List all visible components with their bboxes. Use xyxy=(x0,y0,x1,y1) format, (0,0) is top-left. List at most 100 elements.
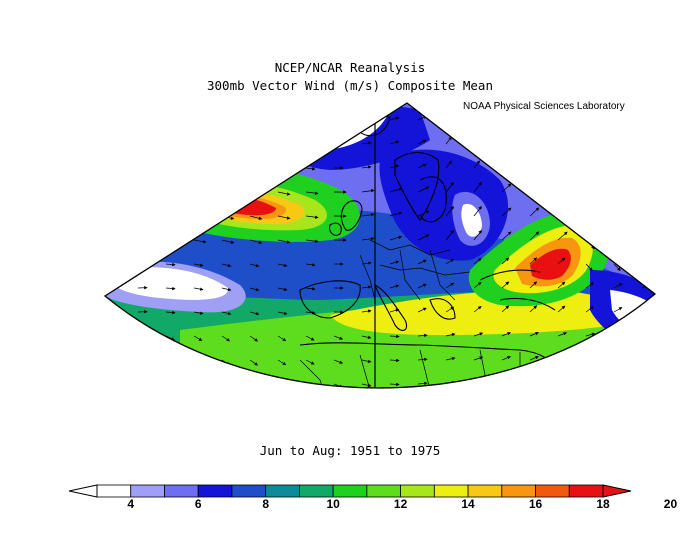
wind-vector-arrow xyxy=(305,383,315,388)
wind-vector-arrow xyxy=(193,359,203,365)
wind-vector-arrow xyxy=(557,231,568,241)
wind-vector-arrow xyxy=(501,207,512,217)
wind-vector-arrow xyxy=(641,263,649,271)
wind-vector-arrow xyxy=(585,306,594,313)
wind-vector-arrow xyxy=(641,191,651,202)
wind-vector-arrow xyxy=(529,281,538,289)
wind-vector-arrow xyxy=(193,287,204,291)
wind-vector-arrow xyxy=(249,383,259,388)
wind-vector-arrow xyxy=(138,408,147,411)
wind-vector-arrow xyxy=(389,284,400,289)
wind-vector-arrow xyxy=(445,160,453,169)
wind-vector-arrow xyxy=(109,165,120,169)
wind-vector-arrow xyxy=(305,263,316,267)
wind-vector-arrow xyxy=(109,117,120,121)
wind-vector-arrow xyxy=(249,143,260,148)
wind-vector-arrow xyxy=(165,359,175,365)
colorbar-min-arrow xyxy=(68,484,98,498)
wind-vector-arrow xyxy=(277,119,288,123)
wind-vector-arrow xyxy=(585,167,593,175)
chart-subtitle: 300mb Vector Wind (m/s) Composite Mean xyxy=(207,78,493,93)
wind-vector-arrow xyxy=(557,161,566,169)
wind-vector-arrow xyxy=(305,311,316,315)
wind-vector-arrow xyxy=(109,188,123,193)
colorbar-tick-label: 4 xyxy=(127,497,134,511)
wind-vector-arrow xyxy=(613,167,621,175)
wind-vector-arrow xyxy=(446,406,455,408)
wind-vector-arrow xyxy=(641,239,651,250)
wind-vector-arrow xyxy=(473,230,482,241)
wind-vector-arrow xyxy=(361,213,375,217)
wind-vector-arrow xyxy=(417,333,428,338)
wind-vector-arrow xyxy=(277,143,288,147)
wind-vector-arrow xyxy=(305,191,319,195)
wind-vector-arrow xyxy=(445,282,455,289)
wind-vector-arrow xyxy=(305,335,315,341)
wind-vector-arrow xyxy=(165,262,176,267)
wind-vector-arrow xyxy=(473,356,484,361)
wind-vector-arrow xyxy=(417,234,430,241)
wind-vector-arrow xyxy=(277,239,291,244)
wind-vector-arrow xyxy=(193,191,207,196)
credit-label: NOAA Physical Sciences Laboratory xyxy=(463,101,625,112)
colorbar-swatch xyxy=(433,484,469,498)
colorbar-swatch xyxy=(197,484,233,498)
wind-vector-arrow xyxy=(557,332,568,337)
wind-vector-arrow xyxy=(277,191,291,196)
wind-vector-arrow xyxy=(614,406,623,408)
wind-vector-arrow xyxy=(557,305,566,313)
wind-vector-arrow xyxy=(193,239,207,244)
wind-vector-arrow xyxy=(306,408,314,412)
wind-vector-arrow xyxy=(305,119,316,123)
colorbar-swatch xyxy=(467,484,503,498)
wind-vector-arrow xyxy=(221,191,235,196)
wind-vector-arrow xyxy=(193,167,204,171)
wind-vector-arrow xyxy=(165,310,176,315)
wind-vector-arrow xyxy=(417,259,427,265)
wind-vector-arrow xyxy=(249,119,260,124)
wind-vector-arrow xyxy=(473,136,481,145)
colorbar-tick-label: 10 xyxy=(326,497,340,511)
wind-vector-arrow xyxy=(166,408,174,412)
wind-vector-arrow xyxy=(417,307,427,313)
wind-vector-arrow xyxy=(249,167,260,172)
wind-vector-arrow xyxy=(221,335,231,342)
wind-vector-arrow xyxy=(109,309,120,313)
wind-vector-arrow xyxy=(221,143,232,148)
wind-vector-arrow xyxy=(221,167,232,172)
wind-vector-arrow xyxy=(389,334,400,339)
wind-vector-arrow xyxy=(249,215,263,220)
colorbar-swatch xyxy=(164,484,199,498)
colorbar-tick-label: 16 xyxy=(529,497,543,511)
wind-vector-arrow xyxy=(305,359,315,365)
wind-vector-arrow xyxy=(445,136,453,145)
map-frame xyxy=(103,102,657,389)
wind-vector-arrow xyxy=(165,239,179,243)
wind-vector-arrow xyxy=(473,380,484,385)
colorbar-swatch xyxy=(298,484,334,498)
wind-vector-arrow xyxy=(193,215,207,220)
wind-vector-arrow xyxy=(473,305,482,313)
wind-vector-arrow xyxy=(530,405,538,408)
wind-vector-arrow xyxy=(361,285,372,289)
colorbar-swatch xyxy=(130,484,165,498)
wind-vector-arrow xyxy=(221,239,235,244)
wind-vector-arrow xyxy=(613,119,621,127)
wind-vector-arrow xyxy=(501,305,510,313)
wind-vector-arrow xyxy=(277,263,288,267)
wind-vector-arrow xyxy=(249,359,259,366)
wind-vector-arrow xyxy=(221,311,232,316)
wind-vector-arrow xyxy=(277,287,288,291)
colorbar-swatch xyxy=(231,484,267,498)
wind-vector-arrow xyxy=(334,408,342,411)
wind-vector-arrow xyxy=(557,356,568,361)
wind-vector-arrow xyxy=(110,408,119,409)
wind-vector-arrow xyxy=(109,212,123,217)
colorbar-tick-label: 14 xyxy=(461,497,475,511)
wind-vector-arrow xyxy=(529,355,539,361)
wind-vector-arrow xyxy=(445,182,454,193)
colorbar-tick-label: 20 xyxy=(664,497,678,511)
wind-vector-arrow xyxy=(417,381,428,386)
wind-vector-arrow xyxy=(501,332,511,337)
wind-vector-arrow xyxy=(249,311,260,316)
